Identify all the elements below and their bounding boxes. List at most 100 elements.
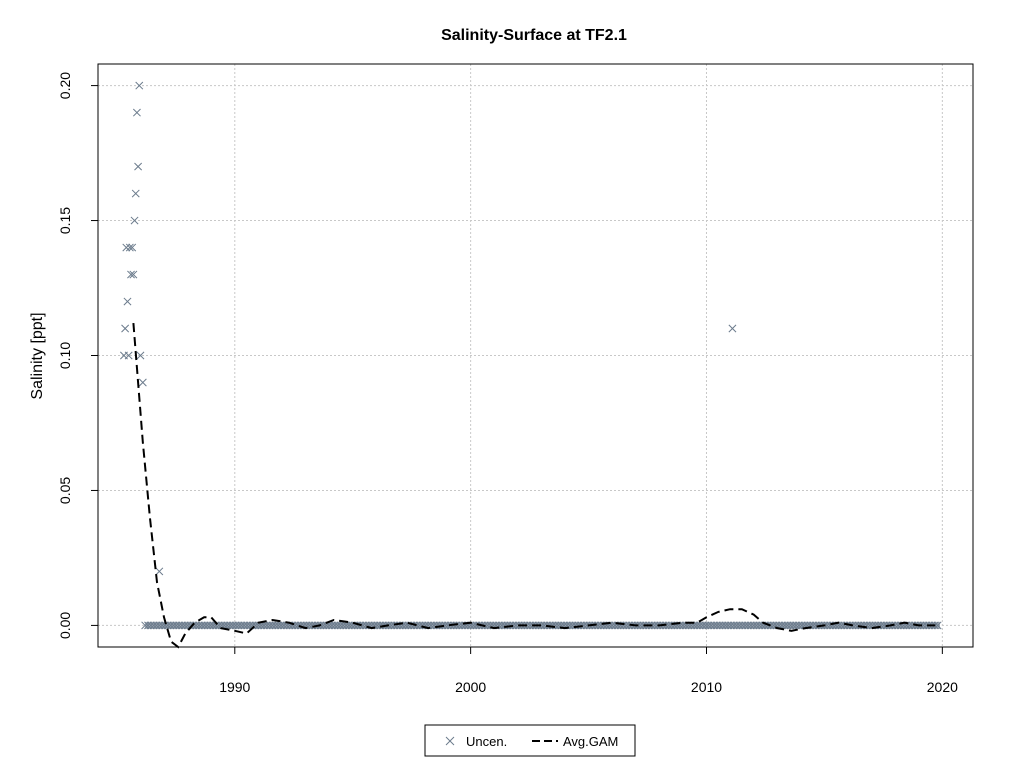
marker-stroke: [455, 621, 464, 630]
data-point-zero: [718, 621, 727, 630]
marker-stroke: [865, 621, 874, 630]
data-point-zero: [729, 621, 738, 630]
avg-gam-line: [132, 323, 936, 649]
marker-stroke: [834, 621, 843, 630]
data-point-zero: [794, 621, 803, 630]
marker-stroke: [594, 621, 602, 630]
data-point-zero: [234, 621, 243, 630]
marker-stroke: [582, 621, 591, 630]
marker-stroke: [792, 621, 801, 630]
marker-stroke: [843, 621, 852, 630]
marker-stroke: [265, 621, 274, 630]
data-point-zero: [732, 621, 741, 630]
data-point-zero: [197, 621, 206, 630]
marker-stroke: [262, 621, 271, 630]
marker-stroke: [214, 621, 223, 630]
marker-stroke: [794, 621, 803, 630]
data-point-zero: [851, 621, 860, 630]
data-point-zero: [922, 621, 931, 630]
marker-stroke: [797, 621, 806, 630]
data-point-zero: [158, 621, 167, 630]
marker-stroke: [741, 621, 750, 630]
marker-stroke: [511, 621, 520, 630]
data-point-zero: [526, 621, 535, 630]
marker-stroke: [933, 621, 942, 630]
data-point-zero: [228, 621, 237, 630]
data-point-zero: [203, 621, 212, 630]
data-point: [131, 189, 140, 198]
marker-stroke: [695, 621, 704, 630]
data-point-zero: [472, 621, 481, 630]
x-tick-label: 2020: [927, 679, 958, 695]
data-point: [125, 243, 134, 252]
marker-stroke: [608, 621, 617, 630]
marker-stroke: [398, 621, 407, 630]
marker-stroke: [277, 621, 285, 630]
data-point-zero: [639, 621, 648, 630]
marker-stroke: [237, 621, 246, 630]
marker-stroke: [650, 621, 659, 630]
data-point-zero: [789, 621, 798, 630]
data-point-zero: [710, 621, 718, 630]
data-point-zero: [891, 621, 900, 630]
data-point-zero: [415, 621, 424, 630]
marker-stroke: [811, 621, 820, 630]
marker-stroke: [260, 621, 268, 630]
y-tick-label: 0.20: [57, 72, 73, 99]
marker-stroke: [121, 324, 130, 333]
data-point-zero: [330, 621, 339, 630]
marker-stroke: [228, 621, 237, 630]
marker-stroke: [415, 621, 424, 630]
marker-stroke: [469, 621, 478, 630]
marker-stroke: [169, 621, 178, 630]
data-point-zero: [693, 621, 702, 630]
data-point-zero: [149, 621, 158, 630]
legend-box: [424, 724, 636, 757]
marker-stroke: [704, 621, 713, 630]
marker-stroke: [664, 621, 673, 630]
x-tick-label: 2000: [455, 679, 486, 695]
marker-stroke: [712, 621, 721, 630]
marker-stroke: [211, 621, 220, 630]
marker-stroke: [342, 621, 351, 630]
data-point-zero: [166, 621, 175, 630]
marker-stroke: [359, 621, 368, 630]
marker-stroke: [136, 351, 145, 360]
data-point-zero: [537, 621, 546, 630]
marker-stroke: [891, 621, 900, 630]
data-point-zero: [594, 621, 602, 630]
data-point-zero: [741, 621, 750, 630]
marker-stroke: [780, 621, 789, 630]
marker-stroke: [325, 621, 334, 630]
data-point: [130, 216, 139, 225]
y-axis: 0.00 0.05 0.10 0.15 0.20: [57, 72, 99, 639]
data-point-zero: [200, 621, 209, 630]
data-point-zero: [240, 621, 249, 630]
marker-stroke: [718, 621, 727, 630]
marker-stroke: [124, 351, 133, 360]
marker-stroke: [441, 621, 450, 630]
marker-stroke: [308, 621, 317, 630]
data-point-zero: [308, 621, 317, 630]
y-tick-label: 0.00: [57, 612, 73, 639]
data-point: [121, 324, 130, 333]
gam-path: [132, 323, 936, 649]
data-point-zero: [780, 621, 789, 630]
data-point-zero: [650, 621, 659, 630]
data-point-zero: [695, 621, 704, 630]
marker-stroke: [294, 621, 302, 630]
data-point-zero: [277, 621, 285, 630]
data-point-zero: [712, 621, 721, 630]
data-point-zero: [919, 621, 928, 630]
marker-stroke: [328, 621, 336, 630]
marker-stroke: [571, 621, 580, 630]
chart-title: Salinity-Surface at TF2.1: [441, 27, 627, 44]
marker-stroke: [715, 621, 724, 630]
marker-stroke: [141, 621, 150, 630]
marker-stroke: [497, 621, 506, 630]
marker-stroke: [452, 621, 461, 630]
marker-stroke: [178, 621, 186, 630]
marker-stroke: [676, 621, 685, 630]
x-tick-label: 1990: [219, 679, 250, 695]
marker-stroke: [752, 621, 761, 630]
